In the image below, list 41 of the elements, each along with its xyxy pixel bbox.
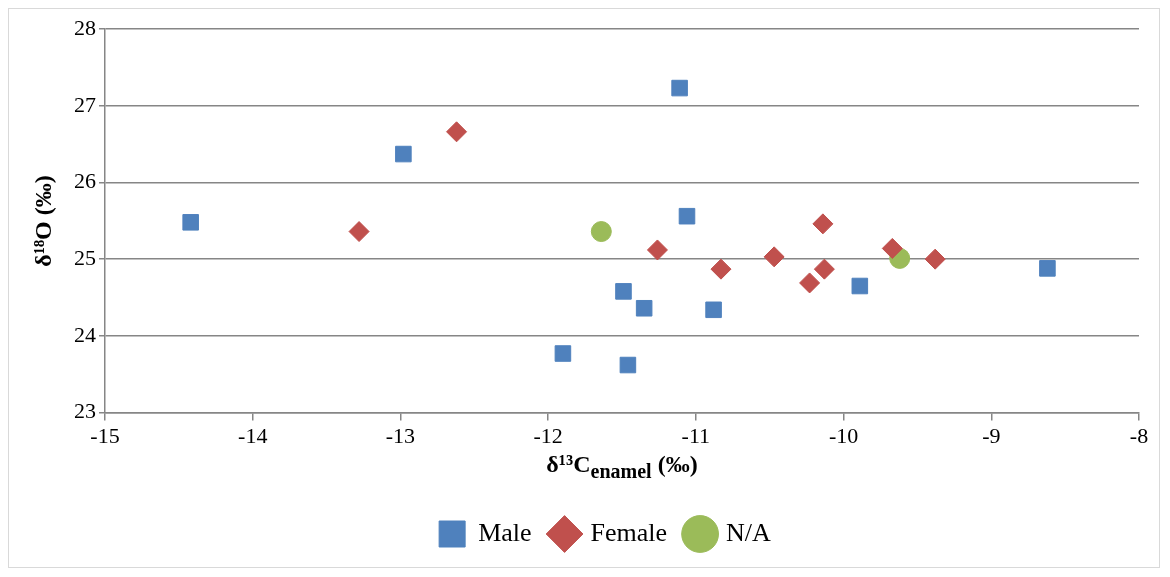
point <box>678 207 696 225</box>
point <box>812 213 834 235</box>
point <box>615 283 632 300</box>
x-tick-label: -13 <box>385 422 416 448</box>
point <box>446 121 468 143</box>
point <box>590 221 612 243</box>
point <box>554 345 572 362</box>
point <box>799 272 821 294</box>
point <box>671 79 688 97</box>
point <box>763 246 785 268</box>
x-axis-title: δ¹³C$_{enamel}$ (‰) <box>545 451 699 483</box>
legend-label: N/A <box>726 517 772 547</box>
point <box>813 258 835 280</box>
x-tick-label: -10 <box>828 422 859 448</box>
y-tick-label: 28 <box>74 14 96 40</box>
x-tick-label: -14 <box>238 422 268 448</box>
point <box>646 239 668 261</box>
point <box>348 221 370 243</box>
point <box>635 299 653 317</box>
x-tick-label: -8 <box>1129 422 1149 448</box>
y-tick-label: 24 <box>74 321 96 347</box>
point <box>851 277 869 295</box>
point <box>395 145 412 163</box>
legend-label: Male <box>478 517 532 547</box>
point <box>1039 260 1056 277</box>
point <box>924 248 946 270</box>
point <box>710 258 732 280</box>
x-tick-label: -15 <box>90 422 120 448</box>
x-tick-label: -9 <box>982 422 1001 448</box>
y-tick-label: 26 <box>74 168 96 194</box>
x-tick-label: -11 <box>681 422 711 448</box>
point <box>705 301 722 319</box>
y-tick-label: 25 <box>74 244 96 270</box>
point <box>881 237 903 259</box>
legend-label: Female <box>590 517 668 547</box>
point <box>182 214 199 231</box>
y-tick-label: 27 <box>74 91 96 117</box>
y-tick-label: 23 <box>74 398 96 424</box>
point <box>619 356 637 374</box>
y-axis-title: δ¹⁸O (‰) <box>29 175 57 267</box>
x-tick-label: -12 <box>533 422 563 448</box>
